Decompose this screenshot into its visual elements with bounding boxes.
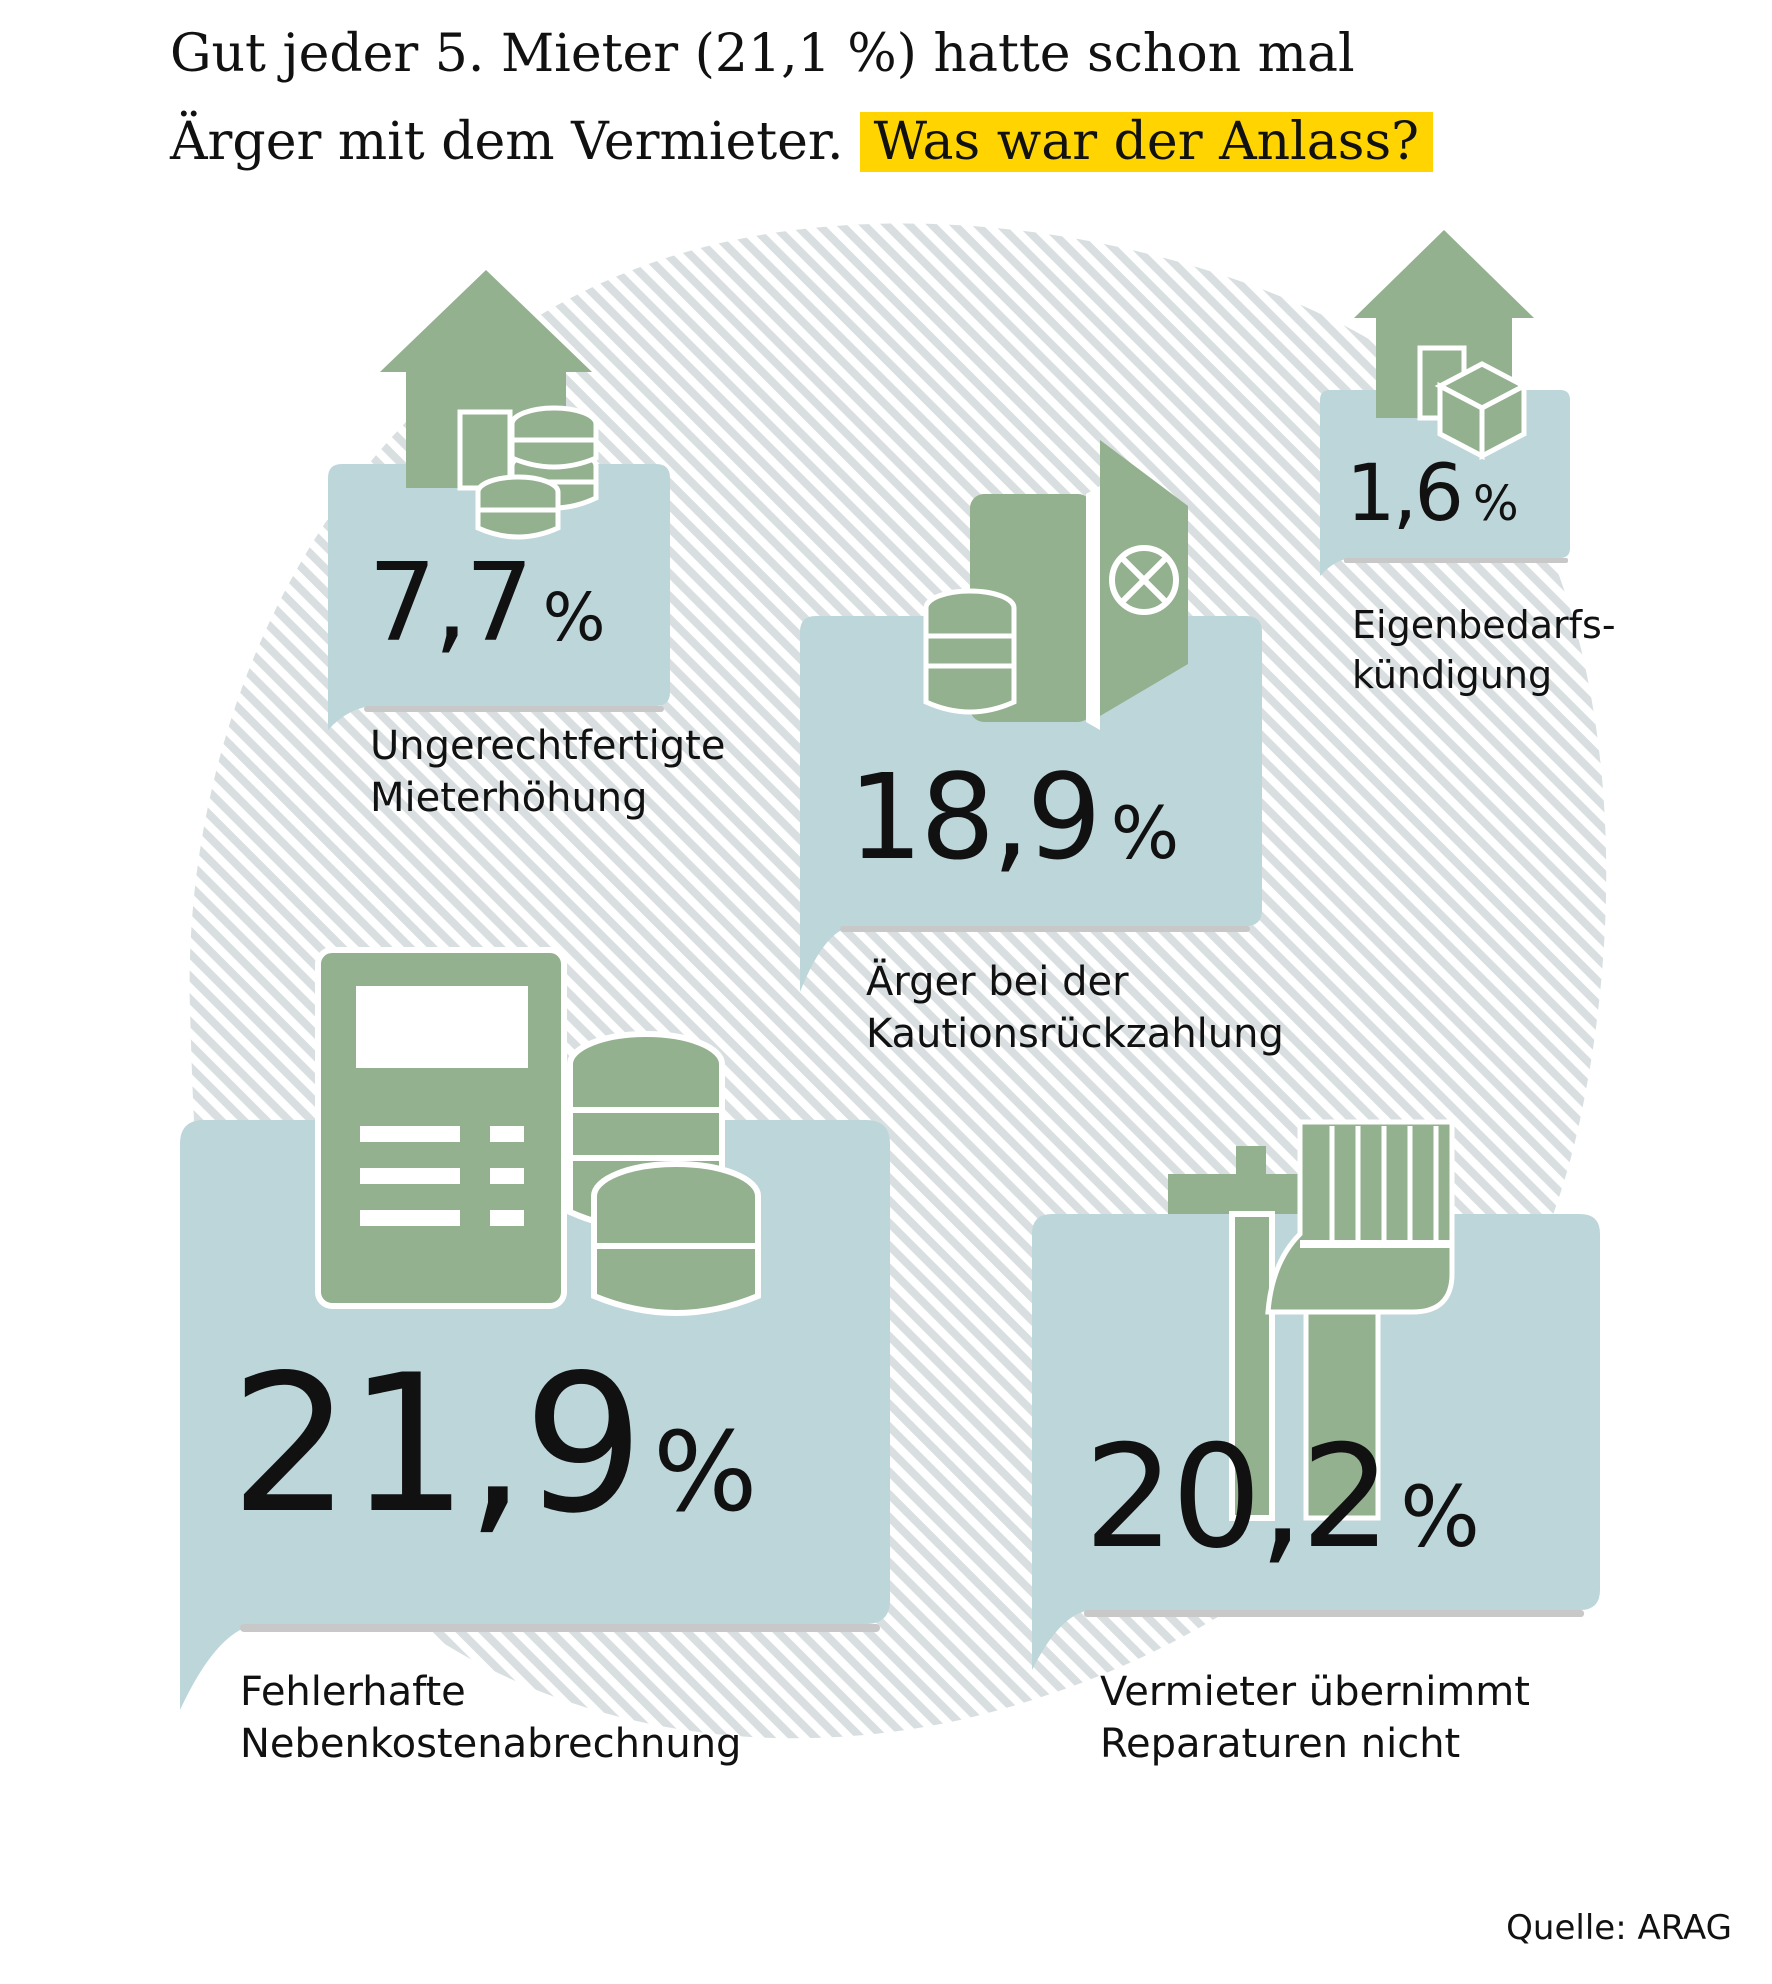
value-mieterhoehung-unit: % <box>542 579 606 656</box>
value-nebenkosten-number: 21,9 <box>230 1334 644 1555</box>
speech-bubble <box>800 616 1262 992</box>
value-kaution-number: 18,9 <box>848 748 1102 886</box>
calculator-coins-icon <box>315 947 761 1316</box>
house-coins-icon <box>380 270 599 540</box>
label-nebenkosten: Fehlerhafte Nebenkostenabrechnung <box>240 1666 741 1770</box>
value-eigenbedarf-unit: % <box>1473 476 1519 532</box>
value-eigenbedarf-number: 1,6 <box>1346 449 1464 539</box>
source-note: Quelle: ARAG <box>1506 1908 1732 1948</box>
title-line-2-text: Ärger mit dem Vermieter. <box>170 112 844 172</box>
value-kaution: 18,9% <box>848 752 1179 898</box>
label-mieterhoehung-line2: Mieterhöhung <box>370 775 648 821</box>
label-mieterhoehung-line1: Ungerechtfertigte <box>370 723 726 769</box>
bubble-shadow <box>1084 1610 1584 1617</box>
card-nebenkosten-graphic <box>180 947 890 1710</box>
label-eigenbedarf-line1: Eigenbedarfs- <box>1352 603 1616 647</box>
house-box-icon <box>1354 230 1534 461</box>
value-reparaturen: 20,2% <box>1084 1420 1480 1595</box>
card-mieterhoehung-graphic <box>328 270 670 730</box>
label-reparaturen-line1: Vermieter übernimmt <box>1100 1669 1530 1715</box>
card-eigenbedarf-graphic <box>1320 230 1570 576</box>
value-nebenkosten: 21,9% <box>230 1340 758 1577</box>
label-nebenkosten-line1: Fehlerhafte <box>240 1669 466 1715</box>
value-reparaturen-number: 20,2 <box>1084 1415 1391 1580</box>
chart-title: Gut jeder 5. Mieter (21,1 %) hatte schon… <box>170 10 1434 186</box>
value-reparaturen-unit: % <box>1400 1468 1480 1566</box>
bubble-shadow <box>240 1624 880 1632</box>
bubble-shadow <box>1344 558 1568 563</box>
value-mieterhoehung: 7,7% <box>368 544 605 678</box>
label-nebenkosten-line2: Nebenkostenabrechnung <box>240 1721 742 1767</box>
safe-coins-icon <box>923 440 1188 730</box>
hammer-brush-icon <box>1168 1119 1455 1521</box>
label-eigenbedarf-line2: kündigung <box>1352 653 1553 697</box>
value-eigenbedarf: 1,6% <box>1346 450 1519 548</box>
speech-bubble <box>328 464 670 730</box>
value-mieterhoehung-number: 7,7 <box>368 541 534 666</box>
bubble-shadow <box>840 926 1250 932</box>
label-reparaturen-line2: Reparaturen nicht <box>1100 1721 1461 1767</box>
title-line-1: Gut jeder 5. Mieter (21,1 %) hatte schon… <box>170 24 1355 84</box>
label-kaution: Ärger bei der Kautionsrückzahlung <box>866 956 1284 1060</box>
label-reparaturen: Vermieter übernimmt Reparaturen nicht <box>1100 1666 1530 1770</box>
label-eigenbedarf: Eigenbedarfs- kündigung <box>1352 600 1616 700</box>
title-line-2: Ärger mit dem Vermieter. Was war der Anla… <box>170 98 1434 186</box>
label-mieterhoehung: Ungerechtfertigte Mieterhöhung <box>370 720 725 824</box>
bubble-shadow <box>364 706 664 712</box>
title-highlight: Was war der Anlass? <box>859 112 1434 172</box>
label-kaution-line2: Kautionsrückzahlung <box>866 1011 1284 1057</box>
card-reparaturen-graphic <box>1032 1119 1600 1670</box>
card-kaution-graphic <box>800 440 1262 992</box>
value-kaution-unit: % <box>1110 791 1180 875</box>
label-kaution-line1: Ärger bei der <box>866 959 1129 1005</box>
value-nebenkosten-unit: % <box>653 1408 758 1536</box>
